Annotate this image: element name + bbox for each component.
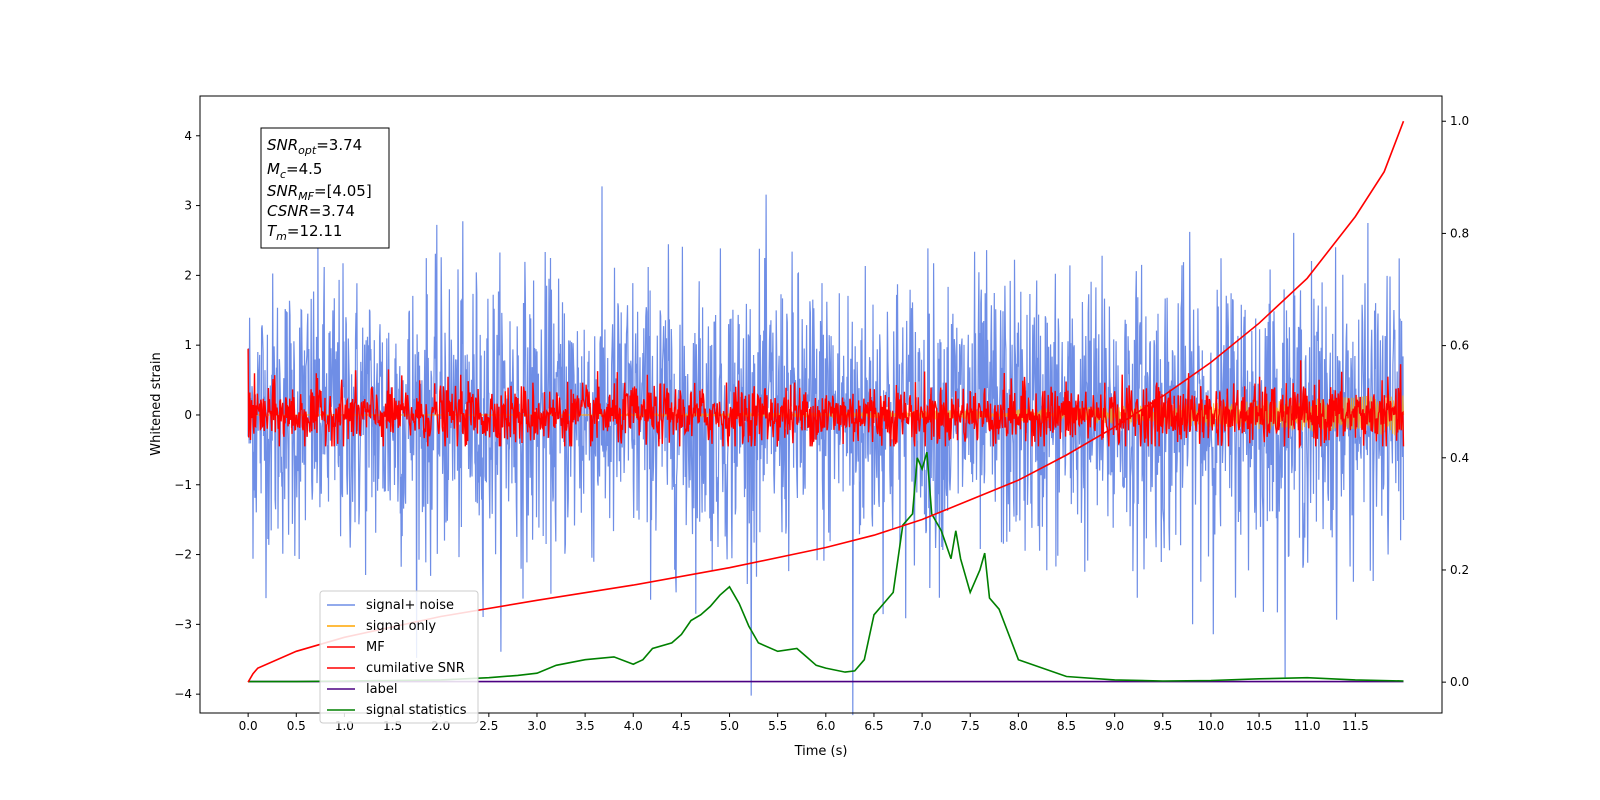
info-snr-mf: SNRMF=[4.05]	[267, 182, 372, 203]
x-tick-label: 11.5	[1342, 719, 1369, 733]
y2-tick-label: 0.8	[1450, 226, 1469, 240]
y-axis-right: 1.0 0.8 0.6 0.4 0.2 0.0	[1442, 114, 1469, 689]
x-tick-label: 8.5	[1057, 719, 1076, 733]
y2-tick-label: 0.6	[1450, 339, 1469, 353]
x-tick-label: 2.5	[479, 719, 498, 733]
y-tick-label: 3	[184, 199, 192, 213]
x-tick-label: 11.0	[1294, 719, 1321, 733]
y-axis-label: Whitened strain	[149, 352, 164, 455]
x-tick-label: 4.0	[624, 719, 643, 733]
info-box-frame	[260, 127, 390, 249]
x-tick-label: 10.5	[1246, 719, 1273, 733]
x-tick-label: 7.5	[961, 719, 980, 733]
x-tick-label: 9.5	[1153, 719, 1172, 733]
series-signal-plus-noise	[247, 186, 1405, 716]
y-tick-label: 0	[184, 408, 192, 422]
x-tick-label: 5.5	[768, 719, 787, 733]
x-tick-label: 8.0	[1009, 719, 1028, 733]
legend: signal+ noise signal only MF cumilative SNR…	[319, 590, 479, 724]
x-axis: 0.0 0.5 1.0 1.5 2.0 2.5 3.0 3.5 4.0 4.5 5.0 5.5 6.0 6…	[239, 713, 1369, 733]
axes-frame	[199, 95, 1443, 714]
y-tick-label: 2	[184, 268, 192, 282]
legend-label: cumilative SNR	[366, 661, 465, 676]
y2-tick-label: 0.0	[1450, 675, 1469, 689]
y-tick-label: 1	[184, 338, 192, 352]
info-snr-opt: SNRopt=3.74	[267, 136, 362, 157]
y-tick-label: −2	[174, 548, 192, 562]
legend-label: signal+ noise	[366, 598, 454, 613]
y2-tick-label: 0.4	[1450, 451, 1469, 465]
x-tick-label: 10.0	[1198, 719, 1225, 733]
x-tick-label: 5.0	[720, 719, 739, 733]
x-tick-label: 9.0	[1105, 719, 1124, 733]
x-tick-label: 0.0	[239, 719, 258, 733]
legend-label: signal only	[366, 619, 436, 634]
x-tick-label: 4.5	[672, 719, 691, 733]
x-tick-label: 6.0	[816, 719, 835, 733]
x-axis-label: Time (s)	[794, 744, 848, 759]
legend-label: signal statistics	[366, 703, 467, 718]
y-tick-label: −1	[174, 478, 192, 492]
series-mf	[247, 348, 1405, 449]
y-tick-label: 4	[184, 129, 192, 143]
x-tick-label: 7.0	[913, 719, 932, 733]
legend-label: label	[366, 682, 397, 697]
y-axis-left: 4 3 2 1 0 −1 −2 −3 −4	[174, 129, 200, 701]
legend-frame	[319, 590, 479, 724]
y2-tick-label: 1.0	[1450, 114, 1469, 128]
info-tm: Tm=12.11	[267, 222, 342, 243]
info-mc: Mc=4.5	[267, 160, 322, 181]
y2-tick-label: 0.2	[1450, 563, 1469, 577]
x-tick-label: 6.5	[864, 719, 883, 733]
series-signal-statistics	[248, 451, 1404, 683]
x-tick-label: 0.5	[287, 719, 306, 733]
legend-label: MF	[366, 640, 385, 655]
y-tick-label: −3	[174, 617, 192, 631]
info-box: SNRopt=3.74 Mc=4.5 SNRMF=[4.05] CSNR=3.7…	[260, 127, 390, 249]
y-tick-label: −4	[174, 687, 192, 701]
info-csnr: CSNR=3.74	[267, 202, 355, 220]
x-tick-label: 3.5	[576, 719, 595, 733]
x-tick-label: 3.0	[527, 719, 546, 733]
